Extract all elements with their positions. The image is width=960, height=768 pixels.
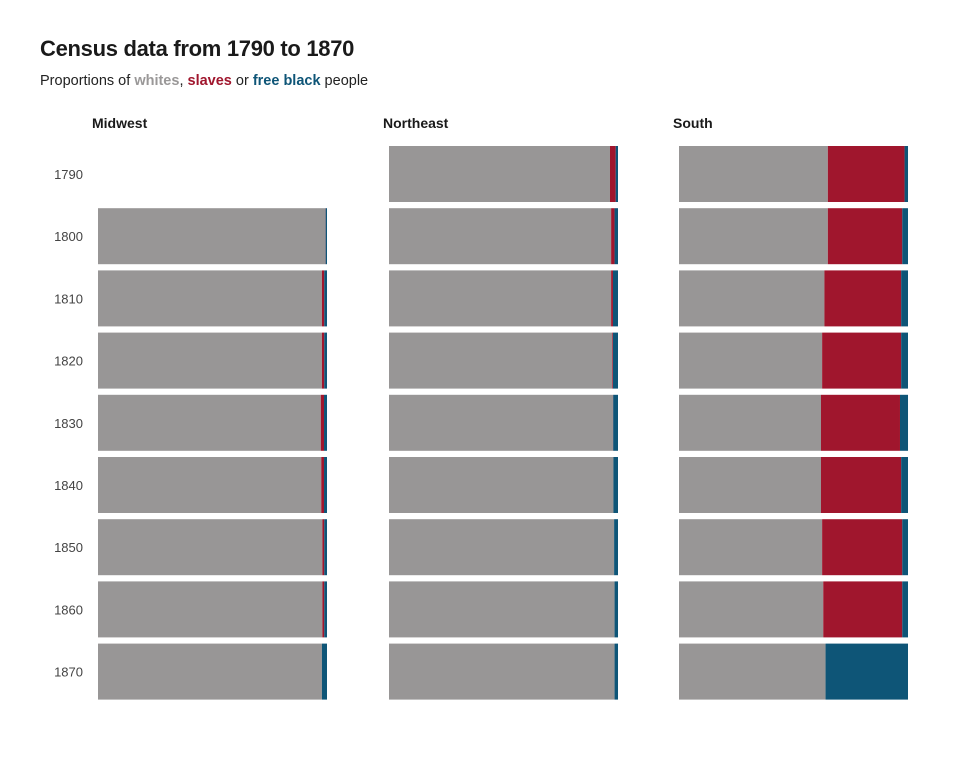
bar-south-1790-free-black bbox=[904, 146, 909, 202]
bar-northeast-1870-free-black bbox=[614, 643, 619, 700]
bar-midwest-1850-free-black bbox=[324, 519, 327, 576]
bar-midwest-1830-free-black bbox=[324, 394, 327, 451]
bar-midwest-1840-free-black bbox=[324, 457, 327, 513]
bar-south-1860-whites bbox=[679, 581, 824, 638]
bar-midwest-1820-free-black bbox=[324, 332, 327, 389]
bar-south-1840-whites bbox=[679, 457, 821, 513]
bar-northeast-1810-whites bbox=[389, 270, 612, 327]
bar-northeast-1850-free-black bbox=[614, 519, 618, 576]
chart-subtitle: Proportions of whites, slaves or free bl… bbox=[40, 73, 368, 89]
bar-south-1820-whites bbox=[679, 332, 823, 389]
panel-title-northeast: Northeast bbox=[383, 115, 449, 131]
bar-midwest-1860-slaves bbox=[322, 581, 325, 638]
chart-title: Census data from 1790 to 1870 bbox=[40, 36, 355, 61]
bar-northeast-1830-free-black bbox=[613, 394, 618, 451]
bar-midwest-1810-whites bbox=[98, 270, 322, 327]
bar-south-1830-slaves bbox=[820, 394, 900, 451]
bar-midwest-1870-whites bbox=[98, 643, 322, 700]
bar-midwest-1830-slaves bbox=[320, 394, 325, 451]
bar-south-1810-slaves bbox=[824, 270, 902, 327]
bar-northeast-1790-slaves bbox=[609, 146, 616, 202]
bar-midwest-1810-slaves bbox=[321, 270, 325, 327]
bar-south-1790-slaves bbox=[827, 146, 905, 202]
bar-northeast-1850-whites bbox=[389, 519, 615, 576]
bar-northeast-1820-free-black bbox=[612, 332, 618, 389]
legend-free-black: free black bbox=[252, 73, 321, 89]
year-label: 1810 bbox=[54, 291, 83, 306]
bar-northeast-1790-whites bbox=[389, 146, 610, 202]
bar-northeast-1810-slaves bbox=[611, 270, 613, 327]
bar-south-1840-free-black bbox=[901, 457, 908, 513]
bar-midwest-1860-whites bbox=[98, 581, 323, 638]
bar-midwest-1870-free-black bbox=[321, 643, 327, 700]
bar-midwest-1820-whites bbox=[98, 332, 322, 389]
year-label: 1790 bbox=[54, 167, 83, 182]
bar-midwest-1800-whites bbox=[98, 208, 326, 265]
subtitle-or: or bbox=[231, 73, 253, 89]
bar-northeast-1800-slaves bbox=[611, 208, 615, 265]
bar-northeast-1800-whites bbox=[389, 208, 612, 265]
bar-south-1790-whites bbox=[679, 146, 828, 202]
bar-northeast-1840-whites bbox=[389, 457, 614, 513]
bar-south-1810-whites bbox=[679, 270, 825, 327]
bar-northeast-1820-slaves bbox=[612, 332, 613, 389]
bar-midwest-1850-slaves bbox=[322, 519, 325, 576]
year-label: 1840 bbox=[54, 478, 83, 493]
bar-south-1850-free-black bbox=[902, 519, 908, 576]
bar-south-1850-slaves bbox=[822, 519, 903, 576]
bar-midwest-1850-whites bbox=[98, 519, 323, 576]
bar-south-1860-free-black bbox=[902, 581, 908, 638]
legend-whites: whites bbox=[134, 73, 180, 89]
bar-midwest-1840-slaves bbox=[321, 457, 325, 513]
bar-south-1820-slaves bbox=[822, 332, 902, 389]
year-label: 1820 bbox=[54, 354, 83, 369]
bar-northeast-1860-whites bbox=[389, 581, 615, 638]
bar-northeast-1870-whites bbox=[389, 643, 615, 700]
bar-northeast-1860-free-black bbox=[614, 581, 619, 638]
year-label: 1870 bbox=[54, 665, 83, 680]
legend-slaves: slaves bbox=[187, 73, 232, 89]
bar-south-1850-whites bbox=[679, 519, 823, 576]
bar-south-1800-slaves bbox=[827, 208, 903, 265]
bar-midwest-1840-whites bbox=[98, 457, 322, 513]
bar-south-1830-whites bbox=[679, 394, 821, 451]
bar-northeast-1810-free-black bbox=[612, 270, 618, 327]
year-label: 1850 bbox=[54, 540, 83, 555]
bar-south-1810-free-black bbox=[901, 270, 908, 327]
bar-south-1870-free-black bbox=[825, 643, 908, 700]
bar-south-1820-free-black bbox=[901, 332, 908, 389]
bar-midwest-1830-whites bbox=[98, 394, 321, 451]
bar-northeast-1830-whites bbox=[389, 394, 613, 451]
bar-south-1830-free-black bbox=[899, 394, 909, 451]
year-label: 1830 bbox=[54, 416, 83, 431]
panel-title-midwest: Midwest bbox=[92, 115, 148, 131]
panel-title-south: South bbox=[673, 115, 713, 131]
subtitle-comma: , bbox=[179, 73, 188, 89]
bar-northeast-1800-free-black bbox=[614, 208, 618, 265]
bar-south-1800-whites bbox=[679, 208, 828, 265]
bar-south-1860-slaves bbox=[823, 581, 903, 638]
bar-midwest-1820-slaves bbox=[321, 332, 325, 389]
bar-south-1840-slaves bbox=[820, 457, 902, 513]
year-label: 1860 bbox=[54, 602, 83, 617]
subtitle-prefix: Proportions of bbox=[40, 73, 135, 89]
bar-south-1800-free-black bbox=[902, 208, 908, 265]
bar-south-1870-whites bbox=[679, 643, 826, 700]
subtitle-suffix: people bbox=[320, 73, 369, 89]
bar-northeast-1820-whites bbox=[389, 332, 613, 389]
bar-midwest-1810-free-black bbox=[324, 270, 327, 327]
bar-northeast-1840-free-black bbox=[613, 457, 618, 513]
bar-midwest-1800-free-black bbox=[325, 208, 327, 265]
year-label: 1800 bbox=[54, 229, 83, 244]
bar-midwest-1860-free-black bbox=[324, 581, 327, 638]
bar-northeast-1790-free-black bbox=[615, 146, 618, 202]
